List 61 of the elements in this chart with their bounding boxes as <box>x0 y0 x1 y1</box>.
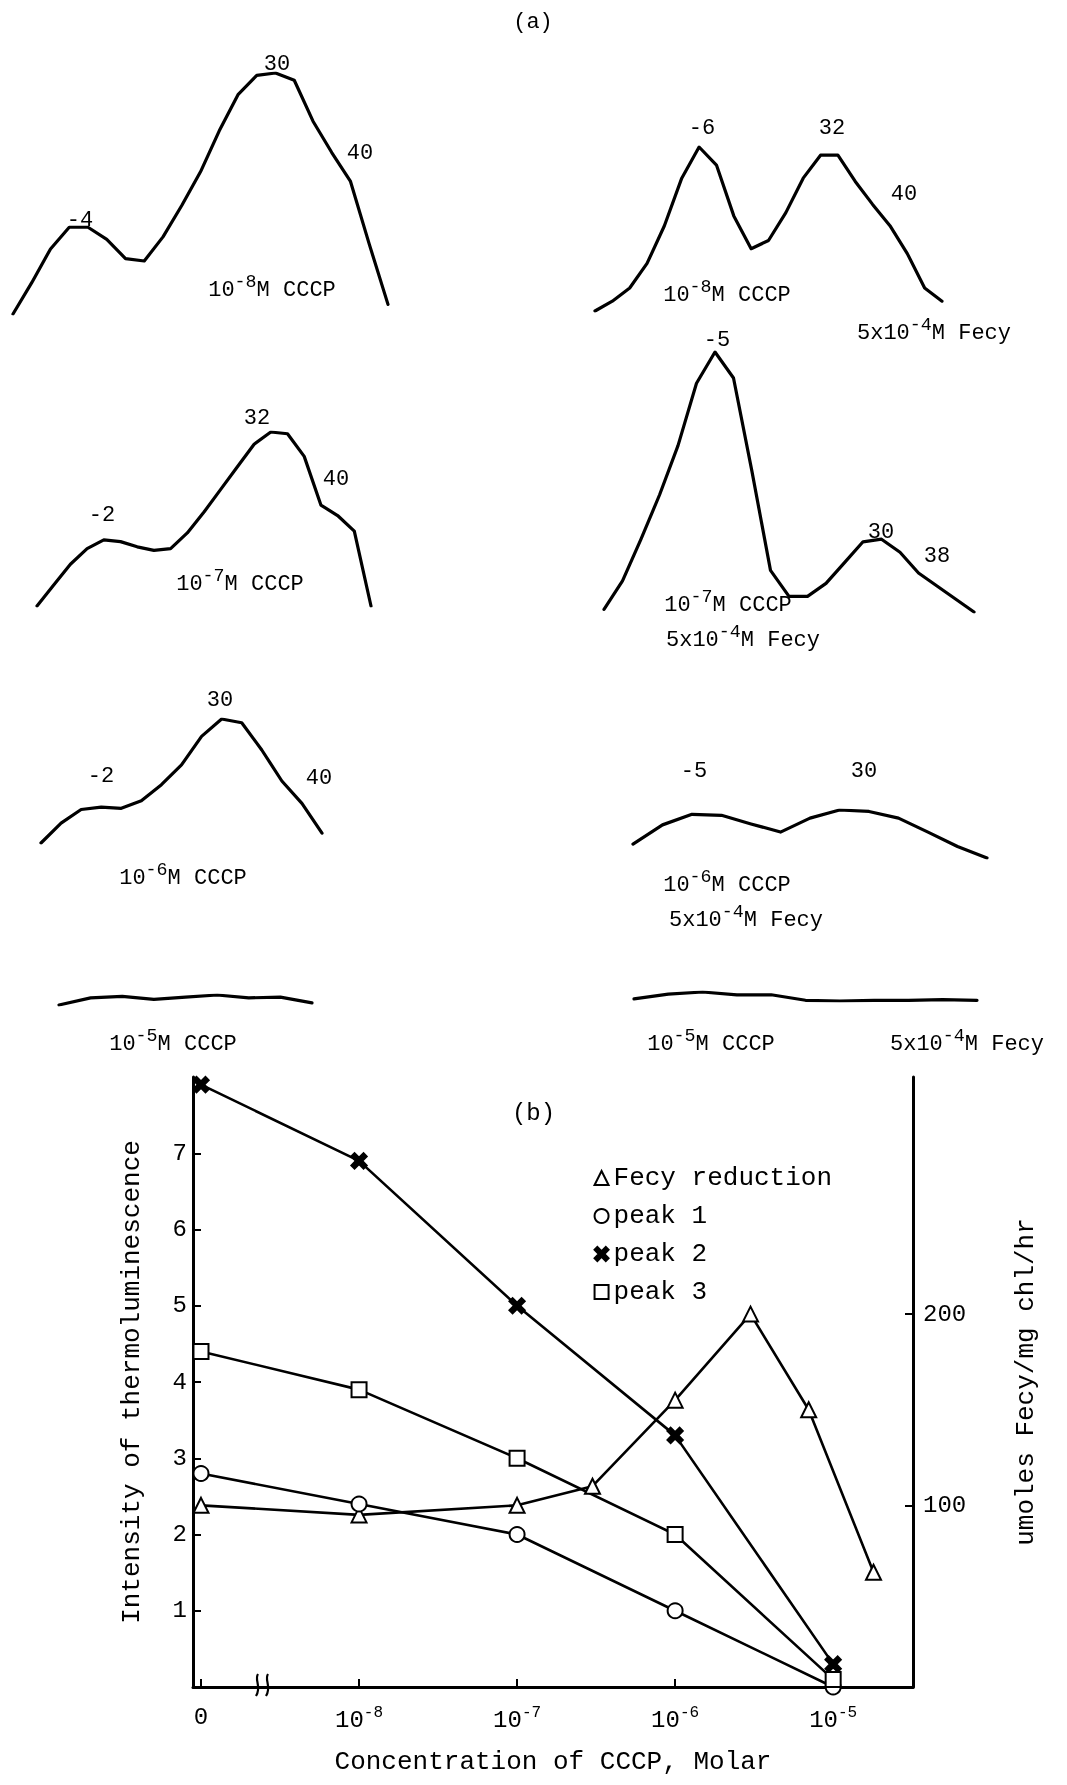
y-tick-label: 3 <box>172 1444 187 1472</box>
point <box>192 1465 210 1482</box>
legend-label: peak 3 <box>613 1277 708 1307</box>
point <box>824 1670 842 1688</box>
y-axis-title: Intensity of thermoluminescence <box>117 1140 147 1624</box>
text: (b) <box>511 1099 556 1127</box>
text: 10$^{-6}$M CCCP <box>663 867 791 899</box>
annotation: -4 <box>66 207 94 233</box>
text: 10$^{-5}$M CCCP <box>109 1026 237 1058</box>
y-tick-label: 5 <box>172 1292 187 1320</box>
x-tick-label: 0 <box>193 1703 209 1731</box>
point <box>666 1526 684 1543</box>
point <box>350 1495 368 1513</box>
y2-axis-title: umoles Fecy/mg chl/hr <box>1011 1218 1041 1546</box>
y-tick-label: 1 <box>172 1597 187 1625</box>
y-tick-label: 6 <box>172 1216 187 1243</box>
text: (a) <box>513 9 553 35</box>
y2-tick-label: 100 <box>923 1491 967 1519</box>
point <box>350 1152 368 1170</box>
point <box>508 1297 526 1315</box>
text: -5 <box>680 759 708 785</box>
legend-label: Fecy reduction <box>613 1163 832 1193</box>
annotation: 40 <box>322 466 350 492</box>
text: -6 <box>688 115 716 141</box>
annotation: -5 <box>703 328 731 354</box>
annotation: 10$^{-7}$M CCCP <box>664 587 792 618</box>
annotation: 10$^{-8}$M CCCP <box>208 272 336 304</box>
x-axis-title: Concentration of CCCP, Molar <box>334 1747 772 1777</box>
y-tick-label: 2 <box>172 1521 187 1548</box>
annotation: 30 <box>867 520 895 546</box>
point <box>508 1449 526 1467</box>
text: 5x10$^{-4}$M Fecy <box>668 902 824 933</box>
text: 30 <box>850 759 878 785</box>
annotation: -2 <box>88 503 116 529</box>
point <box>666 1602 684 1620</box>
text: 10$^{-5}$M CCCP <box>647 1026 775 1058</box>
point <box>666 1426 684 1444</box>
text: 32 <box>818 115 846 141</box>
annotation: 40 <box>890 182 918 208</box>
text: 30 <box>206 688 234 714</box>
point <box>508 1526 526 1543</box>
text: 5x10$^{-4}$M Fecy <box>856 315 1012 346</box>
point <box>192 1343 210 1360</box>
annotation: 40 <box>346 140 374 166</box>
y-tick-label: 7 <box>172 1139 187 1167</box>
y-tick-label: 4 <box>172 1368 187 1396</box>
text: 5x10$^{-4}$M Fecy <box>665 621 821 653</box>
legend-label: peak 1 <box>613 1201 708 1231</box>
point <box>350 1381 368 1399</box>
annotation: 10$^{-7}$M CCCP <box>176 566 304 597</box>
annotation: 30 <box>263 51 291 77</box>
text: 32 <box>243 405 271 431</box>
text: 5x10$^{-4}$M Fecy <box>889 1026 1045 1058</box>
annotation: 10$^{-8}$M CCCP <box>663 277 791 309</box>
point <box>824 1655 842 1673</box>
text: 10$^{-6}$M CCCP <box>119 860 247 892</box>
annotation: 40 <box>305 766 333 792</box>
legend-label: peak 2 <box>613 1239 708 1269</box>
annotation: 38 <box>923 543 951 569</box>
y2-tick-label: 200 <box>923 1300 967 1328</box>
annotation: -2 <box>87 764 115 790</box>
